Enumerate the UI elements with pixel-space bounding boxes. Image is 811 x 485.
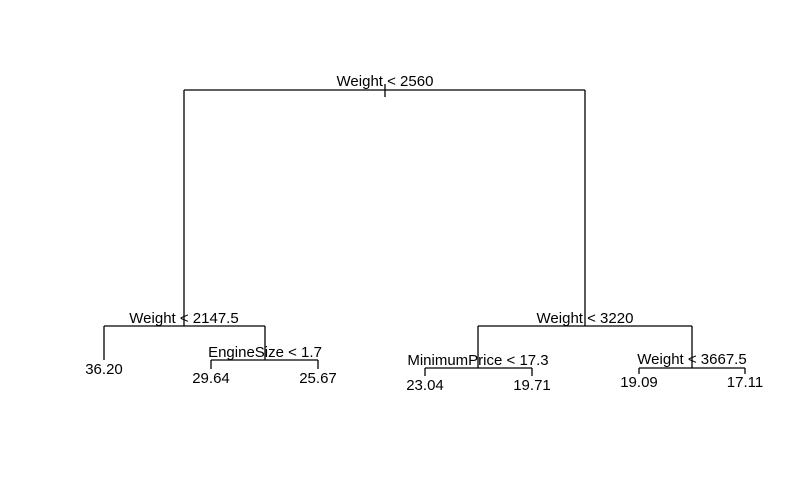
right-right-split: Weight < 3667.5 [637, 351, 747, 374]
left-split-label: Weight < 2147.5 [129, 310, 238, 327]
right-left-split-label: MinimumPrice < 17.3 [407, 352, 548, 369]
right-split: Weight < 3220 [477, 310, 693, 368]
leaf-value: 17.11 [727, 374, 763, 391]
root-split-label: Weight < 2560 [337, 73, 434, 90]
right-right-split-label: Weight < 3667.5 [637, 351, 746, 368]
leaf-value: 23.04 [406, 377, 444, 394]
leaf-value: 29.64 [192, 370, 230, 387]
right-left-split: MinimumPrice < 17.3 [407, 352, 549, 376]
left-split: Weight < 2147.5 [103, 310, 266, 360]
leaf-value: 19.71 [513, 377, 551, 394]
leaf-value: 25.67 [299, 370, 337, 387]
right-split-label: Weight < 3220 [537, 310, 634, 327]
leaf-value: 36.20 [85, 361, 123, 378]
left-right-split: EngineSize < 1.7 [208, 344, 322, 369]
left-right-split-label: EngineSize < 1.7 [208, 344, 322, 361]
leaf-value: 19.09 [620, 374, 658, 391]
root-split: Weight < 2560 [183, 73, 586, 326]
